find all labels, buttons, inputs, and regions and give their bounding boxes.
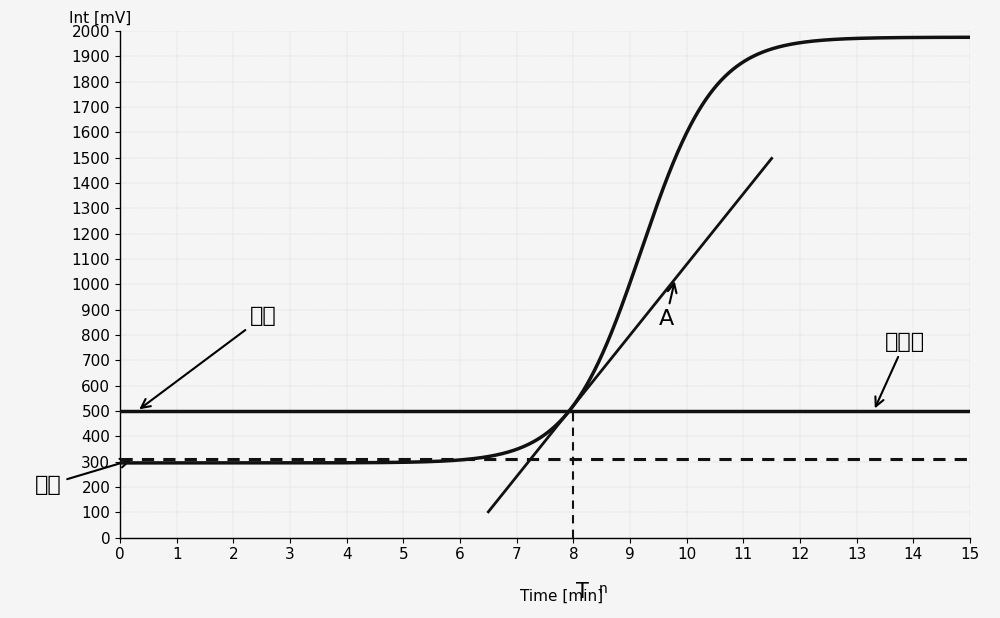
Text: n: n [599,582,608,596]
Text: 阈値: 阈値 [141,307,277,408]
Text: A: A [658,284,676,329]
Text: 基线: 基线 [35,459,129,495]
Text: T: T [576,582,589,602]
Text: Time [min]: Time [min] [520,588,604,603]
Text: 阈値线: 阈値线 [875,332,925,406]
Text: Int [mV]: Int [mV] [69,11,131,26]
